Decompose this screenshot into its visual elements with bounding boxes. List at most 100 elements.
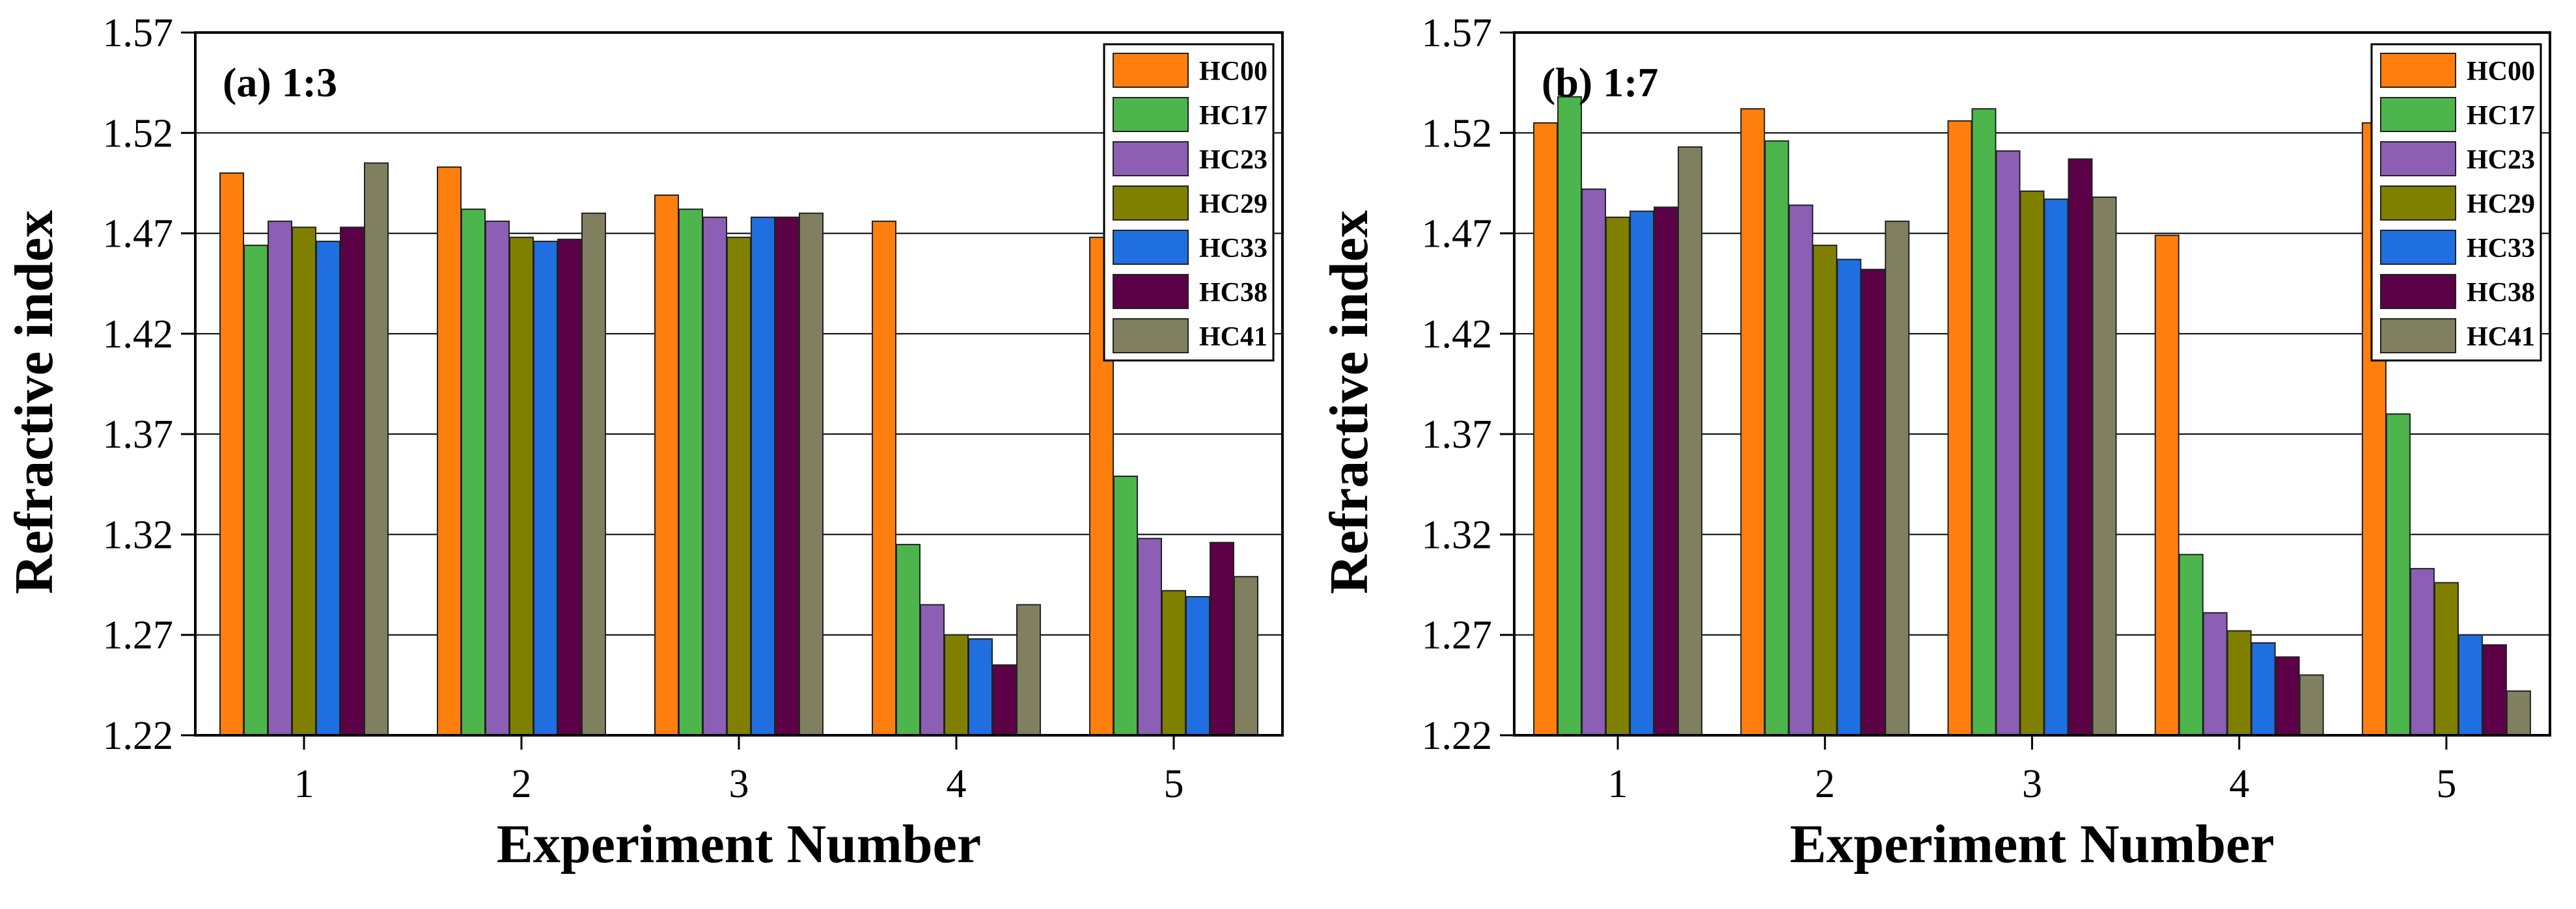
bar-hc29-exp5 <box>1161 590 1186 736</box>
bar-hc00-exp4 <box>2154 234 2180 736</box>
bar-hc29-exp3 <box>2019 190 2045 736</box>
bar-hc33-exp5 <box>1185 596 1210 736</box>
y-tick-label: 1.22 <box>1422 714 1493 758</box>
bar-hc33-exp3 <box>751 216 775 736</box>
bar-hc17-exp5 <box>2385 413 2411 736</box>
bar-hc00-exp1 <box>1533 122 1558 737</box>
y-tick-label: 1.52 <box>1422 111 1493 156</box>
bar-hc17-exp1 <box>243 245 268 737</box>
bar-hc33-exp1 <box>1629 210 1655 736</box>
bar-hc41-exp5 <box>1234 576 1258 736</box>
bar-hc23-exp5 <box>2409 567 2435 737</box>
y-axis-title: Refractive index <box>1319 210 1379 594</box>
y-tick-label: 1.37 <box>103 413 174 457</box>
legend-swatch-hc41 <box>2380 318 2456 353</box>
y-tick-label: 1.32 <box>103 513 174 557</box>
bar-hc00-exp2 <box>437 166 462 736</box>
x-tick-label: 1 <box>294 762 314 806</box>
y-tick-label: 1.47 <box>1422 212 1493 256</box>
bar-hc23-exp4 <box>2202 612 2228 736</box>
bar-hc23-exp2 <box>485 221 510 736</box>
plot-frame <box>194 31 1284 737</box>
bar-hc38-exp3 <box>775 216 799 736</box>
bar-hc33-exp2 <box>533 240 558 736</box>
legend-label-hc00: HC00 <box>1199 57 1267 87</box>
legend-label-hc17: HC17 <box>2467 101 2535 131</box>
legend-swatch-hc33 <box>2380 230 2456 265</box>
bar-hc29-exp1 <box>1605 216 1631 736</box>
bar-hc17-exp5 <box>1113 475 1138 736</box>
y-tick-label: 1.47 <box>103 212 174 256</box>
bar-hc41-exp1 <box>1678 146 1703 736</box>
bar-hc33-exp2 <box>1836 258 1862 736</box>
bar-hc17-exp4 <box>2178 554 2204 736</box>
y-tick-label: 1.42 <box>1422 312 1493 357</box>
x-tick-label: 5 <box>2436 762 2456 806</box>
legend-swatch-hc41 <box>1113 318 1189 353</box>
bar-hc23-exp1 <box>268 221 292 736</box>
bar-hc00-exp4 <box>872 221 896 736</box>
x-tick-label: 2 <box>512 762 532 806</box>
bar-hc17-exp2 <box>461 208 486 736</box>
bar-hc38-exp4 <box>2275 656 2300 737</box>
bar-hc38-exp5 <box>2482 644 2507 737</box>
y-axis-title: Refractive index <box>4 210 64 594</box>
bar-hc38-exp2 <box>557 238 582 737</box>
bar-hc38-exp4 <box>992 664 1017 736</box>
legend-label-hc29: HC29 <box>2467 189 2535 219</box>
chart-panel-a: 1.22 1.27 1.32 1.37 1.42 1.47 1.52 1.57 1 2 3 4 5 (a)… <box>4 11 1284 875</box>
bar-hc00-exp2 <box>1740 108 1766 736</box>
bar-hc00-exp1 <box>219 172 244 736</box>
legend-label-hc23: HC23 <box>2467 145 2535 175</box>
bar-hc29-exp3 <box>727 236 751 736</box>
legend-label-hc38: HC38 <box>1199 278 1267 308</box>
x-tick-label: 3 <box>729 762 749 806</box>
bar-hc38-exp3 <box>2068 158 2093 736</box>
legend-label-hc38: HC38 <box>2467 278 2535 308</box>
bar-hc38-exp5 <box>1210 541 1234 736</box>
legend-swatch-hc00 <box>2380 53 2456 88</box>
bar-hc17-exp3 <box>1971 108 1997 736</box>
bar-hc41-exp3 <box>2092 197 2117 736</box>
x-tick-label: 2 <box>1815 762 1835 806</box>
legend-swatch-hc17 <box>1113 97 1189 132</box>
legend: HC00 HC17 HC23 HC29 HC33 HC38 HC41 <box>2370 43 2542 362</box>
chart-panel-b: 1.22 1.27 1.32 1.37 1.42 1.47 1.52 1.57 1 2 3 4 5 (b)… <box>1319 11 2551 875</box>
bar-hc23-exp1 <box>1581 188 1607 736</box>
bar-hc17-exp4 <box>896 543 921 736</box>
legend-swatch-hc29 <box>2380 185 2456 221</box>
bar-hc29-exp2 <box>509 236 534 736</box>
y-tick-label: 1.27 <box>103 614 174 658</box>
y-tick-label: 1.57 <box>1422 11 1493 55</box>
y-tick-label: 1.22 <box>103 714 174 758</box>
bar-hc23-exp5 <box>1137 537 1162 736</box>
bar-hc41-exp2 <box>581 212 606 736</box>
y-tick-label: 1.42 <box>103 312 174 357</box>
y-tick-label: 1.57 <box>103 11 174 55</box>
bar-hc23-exp3 <box>702 216 727 736</box>
bar-hc38-exp1 <box>1654 206 1679 736</box>
bar-hc29-exp4 <box>2226 630 2252 736</box>
bar-hc29-exp1 <box>292 226 316 737</box>
x-axis-title: Experiment Number <box>497 814 981 875</box>
bar-hc41-exp2 <box>1885 221 1910 736</box>
legend-label-hc33: HC33 <box>2467 234 2535 264</box>
legend-label-hc23: HC23 <box>1199 145 1267 175</box>
bar-hc17-exp2 <box>1764 140 1790 736</box>
legend-swatch-hc38 <box>1113 274 1189 309</box>
legend-swatch-hc17 <box>2380 97 2456 132</box>
legend-label-hc41: HC41 <box>1199 322 1267 352</box>
bar-hc23-exp2 <box>1788 204 1814 737</box>
y-tick-label: 1.37 <box>1422 413 1493 457</box>
x-tick-label: 4 <box>947 762 967 806</box>
legend-label-hc00: HC00 <box>2467 57 2535 87</box>
legend-swatch-hc23 <box>2380 141 2456 176</box>
bar-hc41-exp5 <box>2506 690 2531 736</box>
x-tick-label: 5 <box>1164 762 1184 806</box>
y-tick-label: 1.27 <box>1422 614 1493 658</box>
bar-hc23-exp3 <box>1995 150 2021 737</box>
bar-hc41-exp4 <box>1016 604 1041 737</box>
bar-hc23-exp4 <box>920 604 945 737</box>
